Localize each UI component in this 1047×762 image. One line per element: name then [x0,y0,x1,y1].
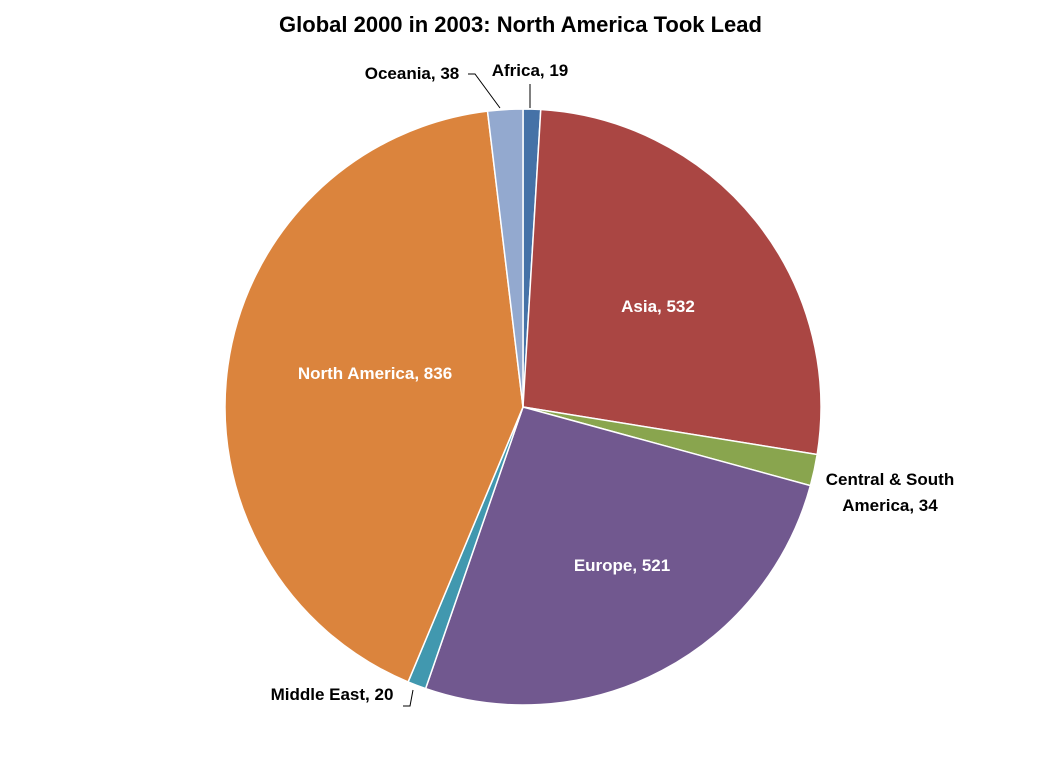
data-label: Middle East, 20 [271,685,394,704]
data-label: North America, 836 [298,364,452,383]
leader-line [468,73,501,109]
data-label: Oceania, 38 [365,64,460,83]
data-label: Central & South America, 34 [826,470,954,515]
data-label: Europe, 521 [574,556,670,575]
chart-title: Global 2000 in 2003: North America Took … [279,12,762,37]
data-label: Asia, 532 [621,297,695,316]
pie-slice-europe [424,406,812,706]
pie-slice-north-america [224,110,524,683]
leader-line [403,689,414,707]
pie-slice-asia [522,108,822,456]
pie-slice-oceania [486,108,524,408]
data-label: Africa, 19 [492,61,569,80]
